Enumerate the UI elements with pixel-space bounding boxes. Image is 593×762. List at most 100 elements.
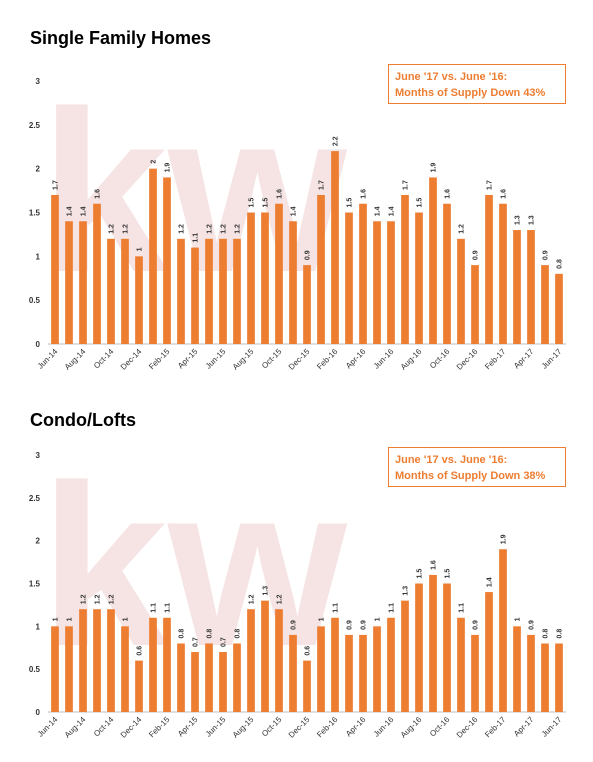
data-label: 1 — [137, 247, 144, 251]
bar — [205, 643, 213, 712]
x-tick-label: Dec-14 — [119, 715, 144, 740]
data-label: 1.5 — [417, 198, 424, 208]
y-tick-label: 1 — [36, 252, 41, 261]
x-tick-label: Apr-15 — [176, 715, 200, 739]
data-label: 1.4 — [67, 206, 74, 216]
bar — [289, 221, 297, 344]
data-label: 1.5 — [263, 198, 270, 208]
data-label: 0.8 — [207, 629, 214, 639]
bar — [121, 238, 129, 344]
data-label: 1.2 — [109, 224, 116, 234]
y-tick-label: 0 — [36, 708, 41, 717]
bar — [317, 626, 325, 712]
x-tick-label: Oct-15 — [260, 347, 284, 371]
bar — [51, 626, 59, 712]
condo-lofts-callout: June '17 vs. June '16: Months of Supply … — [388, 447, 566, 487]
y-tick-label: 1.5 — [29, 580, 41, 589]
bar — [387, 617, 395, 712]
data-label: 1.7 — [319, 180, 326, 190]
bar — [457, 617, 465, 712]
data-label: 1.6 — [361, 189, 368, 199]
data-label: 1 — [319, 617, 326, 621]
data-label: 0.9 — [361, 620, 368, 630]
x-tick-label: Aug-15 — [231, 347, 256, 372]
y-tick-label: 0 — [36, 340, 41, 349]
data-label: 1.2 — [95, 594, 102, 604]
x-tick-label: Dec-16 — [455, 715, 480, 740]
bar — [541, 265, 549, 344]
x-tick-label: Aug-14 — [63, 715, 88, 740]
data-label: 0.9 — [529, 620, 536, 630]
bar — [135, 660, 143, 712]
bar — [443, 203, 451, 344]
data-label: 0.8 — [179, 629, 186, 639]
chart-title-condo-lofts: Condo/Lofts — [30, 410, 136, 430]
x-tick-label: Apr-17 — [512, 347, 536, 371]
bar — [499, 549, 507, 712]
x-tick-label: Aug-15 — [231, 715, 256, 740]
bar — [555, 273, 563, 344]
x-tick-label: Jun-16 — [372, 715, 396, 739]
bar — [79, 609, 87, 712]
x-tick-label: Jun-14 — [36, 347, 60, 371]
bar — [247, 609, 255, 712]
bar — [233, 643, 241, 712]
bar — [303, 660, 311, 712]
data-label: 1.7 — [53, 180, 60, 190]
bar — [107, 609, 115, 712]
x-tick-label: Feb-16 — [315, 715, 340, 740]
x-tick-label: Aug-16 — [399, 347, 424, 372]
x-tick-label: Dec-15 — [287, 347, 312, 372]
x-tick-label: Feb-15 — [147, 715, 172, 740]
data-label: 1.5 — [347, 198, 354, 208]
y-tick-label: 2 — [36, 537, 41, 546]
x-tick-label: Oct-16 — [428, 715, 452, 739]
bar — [107, 238, 115, 344]
y-tick-label: 2.5 — [29, 121, 41, 130]
bar — [415, 212, 423, 344]
data-label: 1.2 — [207, 224, 214, 234]
bar — [163, 177, 171, 344]
data-label: 1.2 — [109, 594, 116, 604]
bar — [359, 203, 367, 344]
bar — [471, 265, 479, 344]
x-tick-label: Aug-16 — [399, 715, 424, 740]
bar — [527, 230, 535, 344]
x-tick-label: Dec-16 — [455, 347, 480, 372]
x-tick-label: Oct-14 — [92, 347, 116, 371]
data-label: 1.6 — [95, 189, 102, 199]
data-label: 1.1 — [389, 603, 396, 613]
x-tick-label: Jun-17 — [540, 347, 564, 371]
x-tick-label: Oct-15 — [260, 715, 284, 739]
x-tick-label: Feb-17 — [483, 347, 508, 372]
data-label: 0.6 — [137, 646, 144, 656]
data-label: 1.4 — [81, 206, 88, 216]
data-label: 1.7 — [487, 180, 494, 190]
y-tick-label: 0.5 — [29, 296, 41, 305]
bar — [541, 643, 549, 712]
data-label: 0.9 — [305, 250, 312, 260]
data-label: 0.7 — [221, 637, 228, 647]
callout-line1: June '17 vs. June '16: — [395, 454, 508, 466]
data-label: 1.2 — [221, 224, 228, 234]
data-label: 1.9 — [165, 163, 172, 173]
data-label: 1.4 — [375, 206, 382, 216]
x-tick-label: Oct-16 — [428, 347, 452, 371]
data-label: 0.8 — [235, 629, 242, 639]
data-label: 1.2 — [459, 224, 466, 234]
x-tick-label: Jun-15 — [204, 347, 228, 371]
data-label: 1 — [515, 617, 522, 621]
data-label: 1.2 — [277, 594, 284, 604]
data-label: 1 — [123, 617, 130, 621]
bar — [219, 238, 227, 344]
bar — [317, 194, 325, 344]
data-label: 0.9 — [347, 620, 354, 630]
data-label: 1.1 — [151, 603, 158, 613]
data-label: 1.9 — [501, 534, 508, 544]
callout-line2: Months of Supply Down 43% — [395, 87, 546, 99]
bar — [387, 221, 395, 344]
data-label: 1.2 — [123, 224, 130, 234]
bar — [373, 626, 381, 712]
